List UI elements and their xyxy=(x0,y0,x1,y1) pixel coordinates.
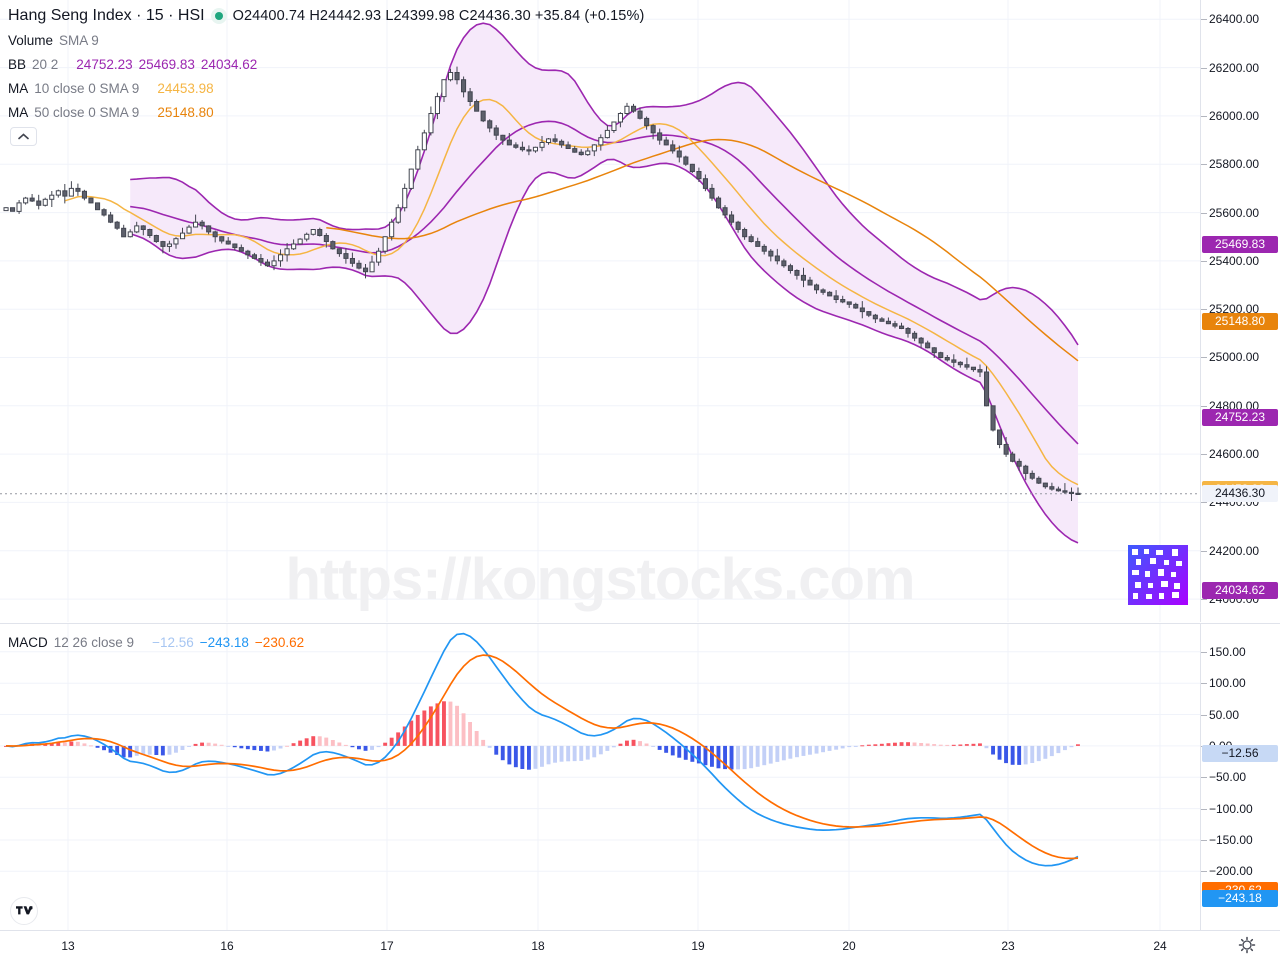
time-tick-label: 20 xyxy=(842,939,856,953)
ma50-badge[interactable]: 25148.80 xyxy=(1202,313,1278,331)
ma50-label: MA xyxy=(8,104,29,120)
macd-hist-badge[interactable]: −12.56 xyxy=(1202,745,1278,763)
bb-basis-value: 24752.23 xyxy=(76,56,133,72)
price-plot xyxy=(0,0,1200,622)
chevron-up-icon xyxy=(18,133,29,140)
time-tick-label: 19 xyxy=(691,939,705,953)
time-tick-label: 24 xyxy=(1153,939,1167,953)
macd-line-badge[interactable]: −243.18 xyxy=(1202,889,1278,907)
bb-upper-badge[interactable]: 25469.83 xyxy=(1202,235,1278,253)
price-tick-label: 26000.00 xyxy=(1209,108,1260,123)
price-tick xyxy=(1201,260,1207,262)
tradingview-icon xyxy=(15,905,33,914)
macd-pane[interactable] xyxy=(0,624,1200,930)
volume-label: Volume xyxy=(8,32,54,48)
price-tick xyxy=(1201,599,1207,601)
collapse-pane-button[interactable] xyxy=(10,127,37,146)
macd-tick-label: 100.00 xyxy=(1209,676,1246,691)
chart-legend: Hang Seng Index · 15 · HSI O24400.74 H24… xyxy=(8,4,644,124)
legend-row-volume[interactable]: Volume SMA 9 xyxy=(8,28,644,52)
bb-upper-value: 25469.83 xyxy=(138,56,195,72)
legend-row-ma10[interactable]: MA 10 close 0 SMA 9 24453.98 xyxy=(8,76,644,100)
price-tick-label: 24600.00 xyxy=(1209,447,1260,462)
ma50-value: 25148.80 xyxy=(157,104,214,120)
time-tick-label: 18 xyxy=(531,939,545,953)
macd-tick-label: 50.00 xyxy=(1209,707,1240,722)
macd-line-value: −243.18 xyxy=(199,634,249,650)
price-tick xyxy=(1201,67,1207,69)
macd-label: MACD xyxy=(8,634,48,650)
price-tick-label: 25000.00 xyxy=(1209,350,1260,365)
macd-tick xyxy=(1201,714,1207,716)
pane-separator xyxy=(0,623,1280,624)
ma10-value: 24453.98 xyxy=(157,80,214,96)
price-tick-label: 24200.00 xyxy=(1209,543,1260,558)
macd-tick-label: −100.00 xyxy=(1209,801,1253,816)
ma10-params: 10 close 0 SMA 9 xyxy=(34,80,140,96)
bb-lower-value: 24034.62 xyxy=(200,56,258,72)
macd-plot xyxy=(0,624,1200,930)
price-tick xyxy=(1201,405,1207,407)
volume-params: SMA 9 xyxy=(59,32,99,48)
price-tick xyxy=(1201,502,1207,504)
macd-params: 12 26 close 9 xyxy=(53,634,135,650)
price-pane[interactable] xyxy=(0,0,1200,622)
price-tick xyxy=(1201,550,1207,552)
symbol-title[interactable]: Hang Seng Index · 15 · HSI xyxy=(8,7,205,24)
macd-tick xyxy=(1201,683,1207,685)
legend-row-macd[interactable]: MACD 12 26 close 9 −12.56 −243.18 −230.6… xyxy=(8,630,304,654)
price-tick xyxy=(1201,212,1207,214)
price-tick xyxy=(1201,357,1207,359)
time-tick-label: 17 xyxy=(380,939,394,953)
time-tick-label: 23 xyxy=(1001,939,1015,953)
macd-tick xyxy=(1201,808,1207,810)
price-tick xyxy=(1201,309,1207,311)
price-tick xyxy=(1201,115,1207,117)
macd-hist-value: −12.56 xyxy=(152,634,194,650)
bb-basis-badge[interactable]: 24752.23 xyxy=(1202,408,1278,426)
macd-tick xyxy=(1201,871,1207,873)
macd-tick xyxy=(1201,839,1207,841)
price-tick xyxy=(1201,164,1207,166)
macd-tick-label: −50.00 xyxy=(1209,770,1247,785)
legend-row-symbol[interactable]: Hang Seng Index · 15 · HSI O24400.74 H24… xyxy=(8,4,644,28)
macd-tick-label: −150.00 xyxy=(1209,832,1253,847)
bb-lower-badge[interactable]: 24034.62 xyxy=(1202,582,1278,600)
price-axis[interactable]: 26400.00 26200.00 26000.00 25800.00 25600.00… xyxy=(1200,0,1280,622)
macd-tick xyxy=(1201,651,1207,653)
price-tick-label: 26200.00 xyxy=(1209,60,1260,75)
bb-label: BB xyxy=(8,56,27,72)
ma10-label: MA xyxy=(8,80,29,96)
gear-icon[interactable] xyxy=(1238,936,1256,954)
macd-tick-label: −200.00 xyxy=(1209,864,1253,879)
legend-row-ma50[interactable]: MA 50 close 0 SMA 9 25148.80 xyxy=(8,100,644,124)
tradingview-logo[interactable] xyxy=(10,897,38,925)
time-tick-label: 13 xyxy=(61,939,75,953)
ma50-params: 50 close 0 SMA 9 xyxy=(34,104,140,120)
bb-params: 20 2 xyxy=(32,56,59,72)
legend-row-bb[interactable]: BB 20 2 24752.23 25469.83 24034.62 xyxy=(8,52,644,76)
time-tick-label: 16 xyxy=(220,939,234,953)
time-axis[interactable]: 13 16 17 18 19 20 23 24 xyxy=(0,930,1280,960)
price-tick xyxy=(1201,454,1207,456)
price-tick-label: 25400.00 xyxy=(1209,253,1260,268)
macd-tick-label: 150.00 xyxy=(1209,644,1246,659)
macd-legend[interactable]: MACD 12 26 close 9 −12.56 −243.18 −230.6… xyxy=(8,630,304,654)
last-price-badge[interactable]: 24436.30 xyxy=(1202,485,1278,503)
price-tick xyxy=(1201,19,1207,21)
price-tick-label: 25600.00 xyxy=(1209,205,1260,220)
market-open-dot xyxy=(210,8,227,24)
price-tick-label: 25200.00 xyxy=(1209,302,1260,317)
macd-signal-value: −230.62 xyxy=(254,634,305,650)
price-tick-label: 26400.00 xyxy=(1209,12,1260,27)
macd-tick xyxy=(1201,777,1207,779)
qr-code-badge[interactable] xyxy=(1128,545,1188,605)
ohlc-values: O24400.74 H24442.93 L24399.98 C24436.30 … xyxy=(232,8,645,24)
macd-axis[interactable]: 150.00100.0050.000.00−50.00−100.00−150.0… xyxy=(1200,624,1280,930)
price-tick-label: 25800.00 xyxy=(1209,157,1260,172)
